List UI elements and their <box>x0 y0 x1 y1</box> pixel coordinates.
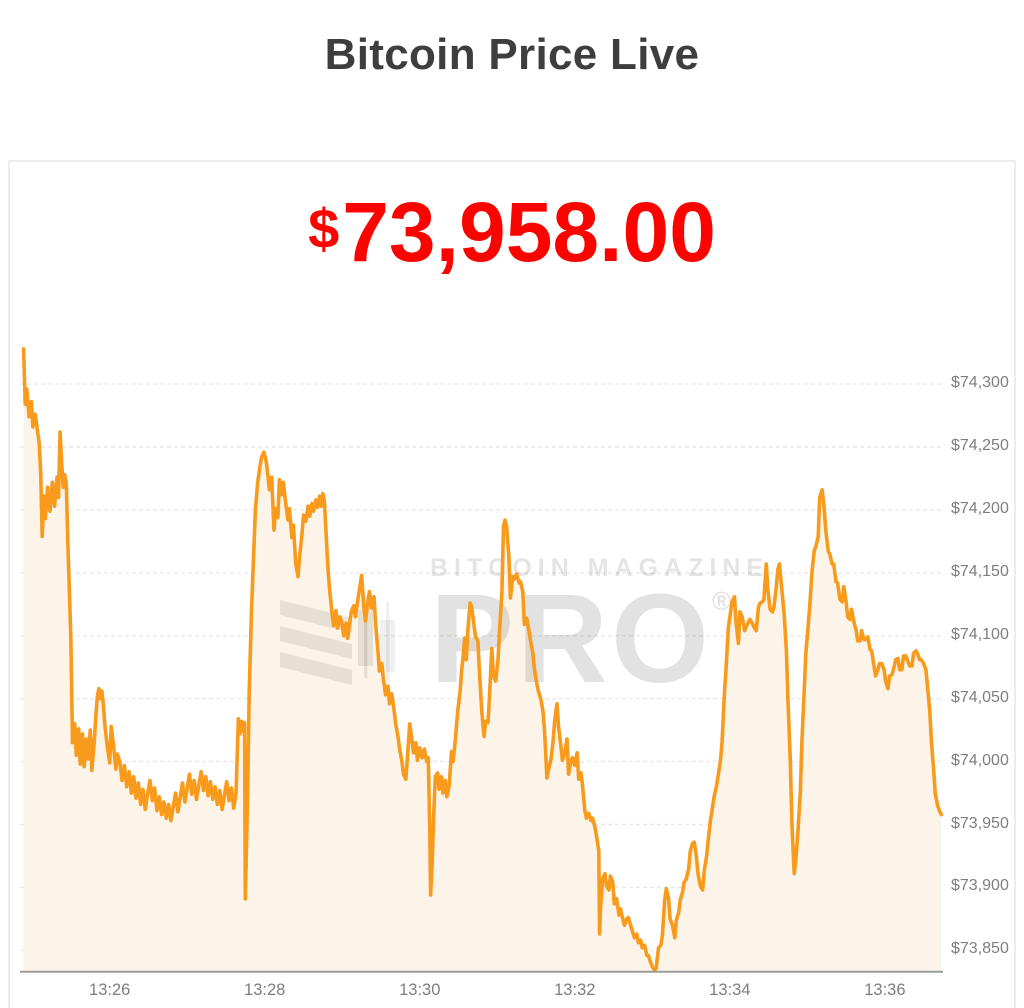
y-axis-label: $73,900 <box>951 877 1009 895</box>
price-amount: 73,958.00 <box>342 185 716 279</box>
price-chart[interactable]: BITCOIN MAGAZINE PRO® $73,850 $73,900 $73,… <box>10 330 1014 999</box>
y-axis-label: $74,200 <box>951 499 1009 517</box>
chart-line-layer <box>20 347 944 973</box>
y-axis-label: $73,850 <box>951 940 1009 958</box>
y-axis-label: $74,150 <box>951 562 1009 580</box>
price-line <box>21 347 944 973</box>
x-axis-label: 13:26 <box>89 981 131 999</box>
y-axis-label: $74,100 <box>951 625 1009 643</box>
y-axis-label: $74,300 <box>951 374 1009 392</box>
x-axis-label: 13:34 <box>709 981 751 999</box>
x-axis-label: 13:32 <box>554 981 596 999</box>
currency-symbol: $ <box>308 197 340 260</box>
y-axis-label: $74,050 <box>951 688 1009 706</box>
x-axis-label: 13:30 <box>399 981 441 999</box>
live-price: $73,958.00 <box>10 190 1014 274</box>
chart-card: $73,958.00 BITCOIN MAGAZINE PRO® $73,850… <box>8 160 1016 1008</box>
y-axis-label: $74,250 <box>951 437 1009 455</box>
x-axis-label: 13:36 <box>864 981 906 999</box>
y-axis-label: $73,950 <box>951 814 1009 832</box>
page-title: Bitcoin Price Live <box>324 30 700 79</box>
y-axis-label: $74,000 <box>951 751 1009 769</box>
x-axis-label: 13:28 <box>244 981 286 999</box>
